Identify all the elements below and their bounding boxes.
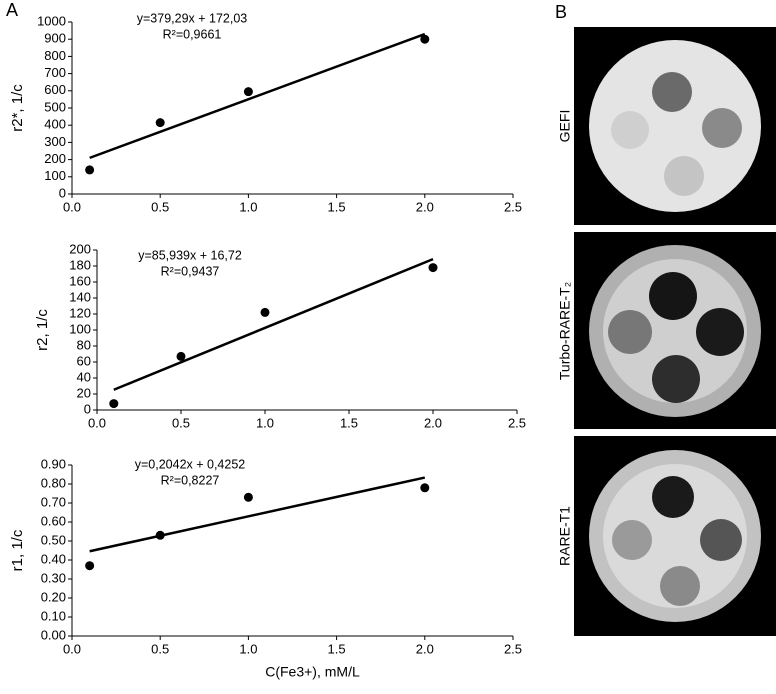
y-tick-label: 180 [69, 257, 91, 272]
y-axis-label: r1, 1/c [9, 529, 26, 571]
x-tick-label: 2.0 [416, 199, 434, 214]
data-point [176, 351, 186, 361]
x-tick-label: 1.5 [328, 641, 346, 656]
y-tick-label: 0.60 [41, 513, 66, 528]
y-tick-label: 0 [84, 401, 91, 416]
y-axis-label: r2, 1/c [34, 309, 51, 351]
y-tick-label: 140 [69, 289, 91, 304]
y-tick-label: 800 [44, 48, 66, 63]
data-point [85, 165, 95, 175]
x-tick-label: 1.0 [239, 641, 257, 656]
y-tick-label: 0.50 [41, 532, 66, 547]
y-tick-label: 80 [77, 337, 91, 352]
y-tick-label: 20 [77, 385, 91, 400]
x-tick-label: 1.5 [328, 199, 346, 214]
x-tick-label: 1.5 [340, 415, 358, 430]
x-tick-label: 2.5 [504, 199, 522, 214]
y-tick-label: 160 [69, 273, 91, 288]
y-tick-label: 40 [77, 369, 91, 384]
x-tick-label: 0.5 [151, 199, 169, 214]
y-tick-label: 200 [44, 151, 66, 166]
y-tick-label: 500 [44, 99, 66, 114]
data-point [155, 530, 165, 540]
y-tick-label: 0.90 [41, 456, 66, 471]
y-tick-label: 0.20 [41, 589, 66, 604]
y-tick-label: 0.70 [41, 494, 66, 509]
annotation: y=85,939x + 16,72 [138, 248, 242, 262]
y-tick-label: 100 [69, 321, 91, 336]
y-tick-label: 120 [69, 305, 91, 320]
y-tick-label: 100 [44, 168, 66, 183]
mri-image [574, 27, 776, 225]
annotation: R²=0,9661 [163, 27, 222, 41]
data-point [420, 483, 430, 493]
data-point [428, 263, 438, 273]
x-axis-label: C(Fe3+), mM/L [265, 664, 360, 680]
annotation: y=0,2042x + 0,4252 [135, 457, 246, 471]
data-point [85, 561, 95, 571]
x-tick-label: 1.0 [239, 199, 257, 214]
panel-label: B [555, 2, 567, 22]
x-tick-label: 0.0 [63, 199, 81, 214]
trendline [89, 476, 426, 553]
x-tick-label: 2.5 [508, 415, 526, 430]
image-label: GEFI [557, 110, 573, 143]
trendline [89, 32, 426, 160]
y-tick-label: 1000 [37, 13, 66, 28]
y-tick-label: 0 [59, 185, 66, 200]
x-tick-label: 0.5 [151, 641, 169, 656]
y-tick-label: 900 [44, 31, 66, 46]
x-tick-label: 2.0 [416, 641, 434, 656]
y-tick-label: 0.80 [41, 475, 66, 490]
y-tick-label: 60 [77, 353, 91, 368]
y-axis-label: r2*, 1/c [9, 84, 26, 132]
mri-image [574, 232, 776, 429]
image-label: RARE-T1 [557, 506, 573, 566]
x-tick-label: 0.0 [63, 641, 81, 656]
mri-image [574, 436, 776, 636]
annotation: R²=0,9437 [161, 264, 220, 278]
x-tick-label: 2.0 [424, 415, 442, 430]
y-tick-label: 0.10 [41, 608, 66, 623]
data-point [420, 34, 430, 44]
x-tick-label: 2.5 [504, 641, 522, 656]
panel-label: A [6, 0, 18, 20]
data-point [109, 399, 119, 409]
image-label: Turbo-RARE-T₂ [557, 282, 573, 380]
data-point [155, 118, 165, 128]
y-tick-label: 400 [44, 117, 66, 132]
annotation: R²=0,8227 [161, 473, 220, 487]
y-tick-label: 0.00 [41, 627, 66, 642]
x-tick-label: 0.0 [88, 415, 106, 430]
y-tick-label: 600 [44, 82, 66, 97]
data-point [243, 87, 253, 97]
y-tick-label: 300 [44, 134, 66, 149]
annotation: y=379,29x + 172,03 [137, 11, 248, 25]
x-tick-label: 1.0 [256, 415, 274, 430]
x-tick-label: 0.5 [172, 415, 190, 430]
data-point [260, 307, 270, 317]
y-tick-label: 0.30 [41, 570, 66, 585]
trendline [113, 257, 434, 391]
y-tick-label: 700 [44, 65, 66, 80]
data-point [243, 492, 253, 502]
y-tick-label: 0.40 [41, 551, 66, 566]
y-tick-label: 200 [69, 241, 91, 256]
